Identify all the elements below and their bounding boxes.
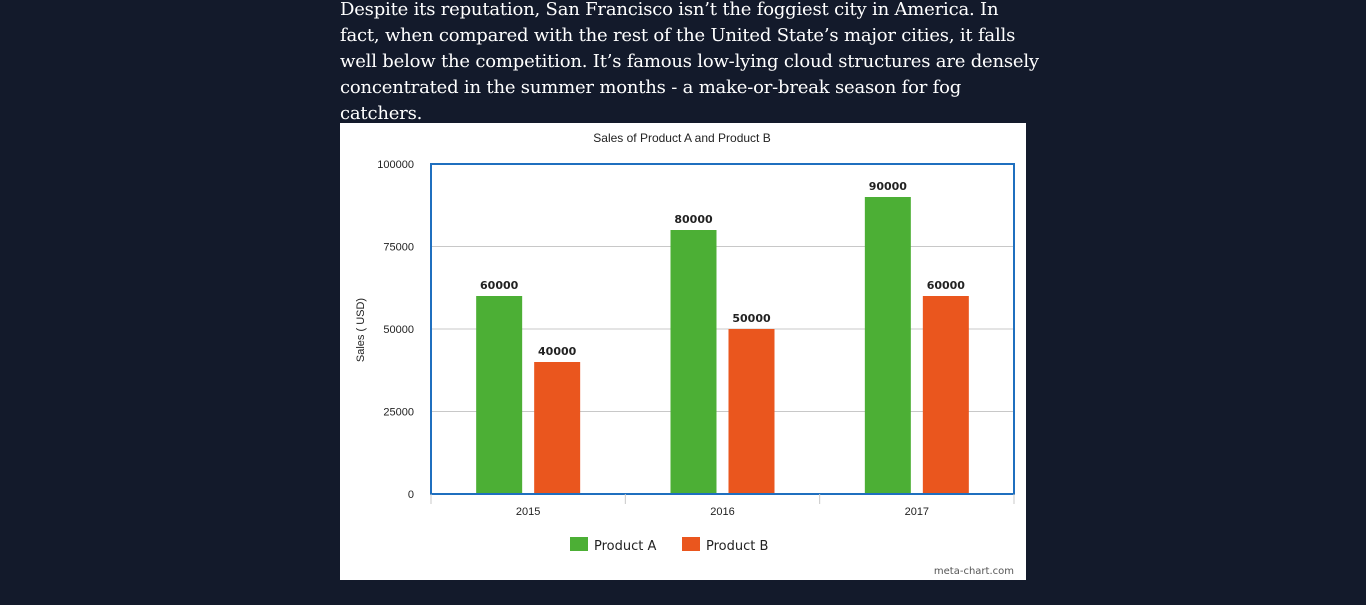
data-label: 60000 — [927, 279, 966, 292]
bar — [864, 197, 911, 494]
y-axis-ticks: 0 25000 50000 75000 100000 — [377, 159, 414, 501]
x-tick-label: 2015 — [516, 506, 540, 518]
data-label: 50000 — [732, 312, 771, 325]
chart-title: Sales of Product A and Product B — [593, 131, 770, 145]
legend-label: Product B — [706, 539, 768, 554]
x-tick-label: 2017 — [905, 506, 929, 518]
x-axis-ticks: 2015 2016 2017 — [430, 494, 1015, 518]
legend-swatch — [570, 537, 588, 551]
data-label: 90000 — [869, 180, 908, 193]
bar — [534, 362, 581, 494]
legend: Product A Product B — [570, 537, 768, 554]
legend-label: Product A — [594, 539, 656, 554]
data-label: 60000 — [480, 279, 519, 292]
plot-frame — [430, 163, 1015, 495]
data-labels: 60000 40000 80000 50000 90000 60000 — [480, 180, 965, 358]
x-tick-label: 2016 — [710, 506, 734, 518]
y-tick-label: 0 — [408, 489, 414, 501]
y-tick-label: 100000 — [377, 159, 414, 171]
bar — [670, 230, 717, 494]
chart-card: Sales of Product A and Product B 0 25000 5… — [340, 123, 1026, 580]
bar — [476, 296, 523, 494]
y-tick-label: 75000 — [383, 242, 414, 254]
y-axis-label: Sales ( USD) — [355, 298, 367, 362]
bar-chart: Sales of Product A and Product B 0 25000 5… — [355, 131, 1015, 577]
bar — [728, 329, 775, 494]
bar — [922, 296, 969, 494]
bars — [476, 197, 969, 494]
y-tick-label: 50000 — [383, 324, 414, 336]
y-tick-label: 25000 — [383, 407, 414, 419]
data-label: 40000 — [538, 345, 577, 358]
legend-swatch — [682, 537, 700, 551]
article-paragraph: Despite its reputation, San Francisco is… — [340, 0, 1039, 124]
chart-credit: meta-chart.com — [934, 566, 1014, 577]
data-label: 80000 — [674, 213, 713, 226]
